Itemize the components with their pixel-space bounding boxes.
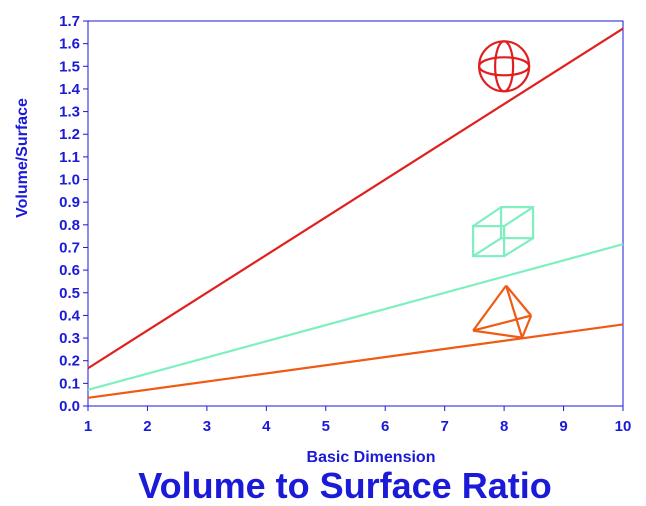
x-tick-label: 4 — [262, 418, 271, 435]
cube-series-line — [87, 243, 624, 391]
y-axis: 0.0 0.1 0.2 0.3 0.4 0.5 0.6 0.7 0.8 0.9 1.0 1.1 1.2 1… — [59, 13, 88, 415]
x-tick-label: 10 — [615, 418, 632, 435]
sphere-icon — [478, 40, 531, 93]
x-tick-label: 7 — [440, 418, 448, 435]
y-tick-label: 0.1 — [59, 375, 80, 392]
y-tick-label: 1.0 — [59, 172, 80, 189]
y-axis-title: Volume/Surface — [14, 98, 31, 218]
plot-frame — [87, 20, 624, 407]
shape-icons — [472, 40, 535, 339]
y-tick-label: 1.2 — [59, 126, 80, 143]
y-tick-label: 0.9 — [59, 194, 80, 211]
x-tick-label: 3 — [203, 418, 211, 435]
y-tick-label: 1.3 — [59, 104, 80, 121]
y-tick-label: 0.4 — [59, 307, 81, 324]
x-tick-label: 5 — [322, 418, 330, 435]
plot-border — [87, 20, 624, 407]
y-tick-label: 0.3 — [59, 330, 80, 347]
y-tick-label: 1.6 — [59, 36, 80, 53]
y-tick-label: 1.4 — [59, 81, 81, 98]
x-tick-label: 8 — [500, 418, 508, 435]
y-tick-label: 1.5 — [59, 58, 80, 75]
x-axis: 1 2 3 4 5 6 7 8 9 10 — [84, 406, 632, 435]
series-lines — [87, 27, 624, 399]
y-tick-label: 0.8 — [59, 217, 80, 234]
chart-title: Volume to Surface Ratio — [138, 465, 551, 506]
y-tick-label: 0.0 — [59, 398, 80, 415]
y-tick-label: 1.7 — [59, 13, 80, 30]
y-tick-label: 0.7 — [59, 239, 80, 256]
y-tick-label: 0.5 — [59, 285, 80, 302]
y-tick-label: 1.1 — [59, 149, 80, 166]
cube-icon — [472, 206, 535, 258]
sphere-series-line — [87, 27, 624, 370]
x-axis-title: Basic Dimension — [307, 449, 436, 466]
x-tick-label: 6 — [381, 418, 389, 435]
x-tick-label: 9 — [559, 418, 567, 435]
x-tick-label: 2 — [143, 418, 151, 435]
y-tick-label: 0.6 — [59, 262, 80, 279]
tetrahedron-icon — [472, 284, 533, 339]
x-tick-label: 1 — [84, 418, 92, 435]
tetrahedron-series-line — [87, 323, 624, 399]
y-tick-label: 0.2 — [59, 353, 80, 370]
